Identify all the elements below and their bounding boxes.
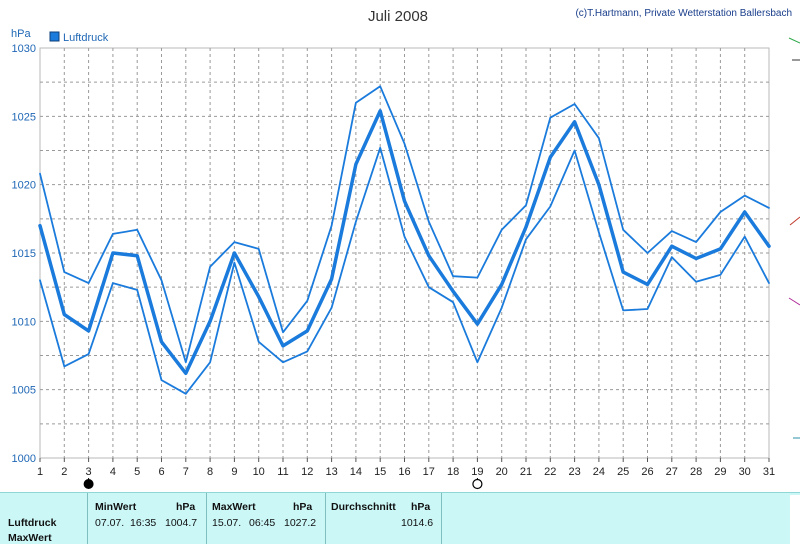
chart-title: Juli 2008 — [368, 8, 428, 25]
x-tick-label: 29 — [714, 466, 726, 478]
x-tick-label: 5 — [134, 466, 140, 478]
max-date: 15.07. — [212, 517, 242, 529]
max-time: 06:45 — [249, 517, 276, 529]
max-value: 1027.2 — [284, 517, 317, 529]
x-tick-label: 17 — [423, 466, 435, 478]
y-tick-label: 1000 — [12, 453, 36, 465]
min-date: 07.07. — [95, 517, 125, 529]
stats-divider — [206, 493, 207, 544]
x-tick-label: 16 — [398, 466, 410, 478]
x-tick-label: 4 — [110, 466, 116, 478]
x-tick-label: 28 — [690, 466, 702, 478]
x-tick-label: 3 — [86, 466, 92, 478]
x-tick-label: 27 — [666, 466, 678, 478]
x-tick-label: 7 — [183, 466, 189, 478]
x-tick-label: 26 — [641, 466, 653, 478]
x-tick-label: 30 — [739, 466, 751, 478]
min-unit: hPa — [176, 501, 196, 513]
x-tick-label: 2 — [61, 466, 67, 478]
x-tick-label: 19 — [471, 466, 483, 478]
y-tick-label: 1010 — [12, 316, 36, 328]
min-time: 16:35 — [130, 517, 157, 529]
x-tick-label: 12 — [301, 466, 313, 478]
series-line-max — [39, 85, 770, 364]
x-tick-label: 9 — [231, 466, 237, 478]
max-header: MaxWert — [212, 501, 256, 513]
legend-label: Luftdruck — [63, 32, 109, 44]
x-tick-label: 10 — [253, 466, 265, 478]
avg-header: Durchschnitt — [331, 501, 396, 513]
stats-divider — [441, 493, 442, 544]
y-tick-label: 1005 — [12, 385, 36, 397]
x-tick-label: 8 — [207, 466, 213, 478]
y-axis-unit: hPa — [11, 28, 31, 40]
stats-divider — [87, 493, 88, 544]
x-tick-label: 6 — [158, 466, 164, 478]
avg-unit: hPa — [411, 501, 431, 513]
series-line-avg — [38, 109, 771, 376]
edge-red-mark — [789, 216, 800, 226]
x-tick-label: 13 — [325, 466, 337, 478]
x-tick-label: 31 — [763, 466, 775, 478]
edge-green-mark — [788, 37, 800, 44]
stats-panel: Luftdruck MaxWert MinWert hPa 07.07. 16:… — [0, 492, 800, 544]
x-tick-label: 11 — [277, 466, 288, 478]
x-tick-label: 18 — [447, 466, 459, 478]
series-layer — [38, 85, 771, 395]
new-moon-icon — [472, 478, 483, 490]
y-tick-label: 1030 — [12, 43, 36, 55]
stats-row-label: Luftdruck — [8, 517, 57, 529]
y-tick-label: 1015 — [12, 248, 36, 260]
full-moon-icon — [83, 479, 94, 489]
x-tick-label: 20 — [496, 466, 508, 478]
edge-magenta-mark — [788, 297, 800, 306]
x-tick-label: 24 — [593, 466, 605, 478]
x-tick-label: 21 — [520, 466, 532, 478]
min-header: MinWert — [95, 501, 137, 513]
max-unit: hPa — [293, 501, 313, 513]
min-value: 1004.7 — [165, 517, 198, 529]
chart-credit: (c)T.Hartmann, Private Wetterstation Bal… — [575, 8, 792, 19]
stats-row-label-2: MaxWert — [8, 532, 52, 544]
x-tick-label: 22 — [544, 466, 556, 478]
y-tick-label: 1020 — [12, 180, 36, 192]
x-tick-label: 15 — [374, 466, 386, 478]
stats-divider — [325, 493, 326, 544]
chart: Juli 2008 (c)T.Hartmann, Private Wetters… — [11, 8, 800, 490]
legend-swatch — [49, 31, 60, 42]
y-tick-label: 1025 — [12, 111, 36, 123]
edge-strip — [790, 495, 800, 544]
x-tick-label: 25 — [617, 466, 629, 478]
x-tick-label: 23 — [568, 466, 580, 478]
x-tick-label: 1 — [37, 466, 43, 478]
series-line-min — [39, 146, 770, 395]
avg-value: 1014.6 — [401, 517, 434, 529]
x-tick-label: 14 — [350, 466, 362, 478]
